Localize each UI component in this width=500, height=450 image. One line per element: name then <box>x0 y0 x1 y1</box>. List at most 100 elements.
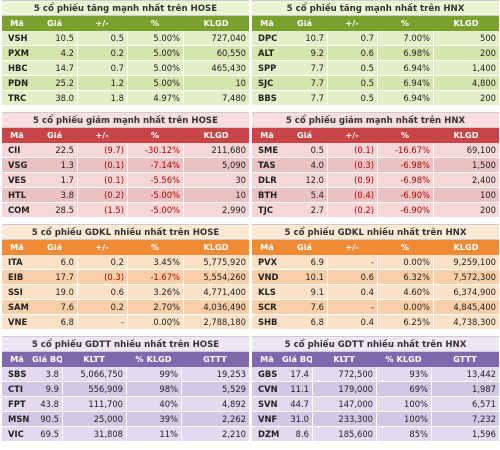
value-cell: 8.6 <box>295 429 309 439</box>
value-cell: (0.9) <box>327 173 377 187</box>
panel-hose-gain: 5 cổ phiếu tăng mạnh nhất trên HOSE Mã Giá… <box>2 0 249 106</box>
column-header: KLTT <box>83 354 105 364</box>
value-cell: 0.4 <box>327 285 377 299</box>
value-cell: 7,572,300 <box>433 270 499 284</box>
ticker-cell: VNE <box>8 317 28 327</box>
value-cell: 3.8 <box>45 369 59 379</box>
panel-title: 5 cổ phiếu GDTT nhiều nhất trên HOSE <box>2 336 249 352</box>
value-cell: -16.67% <box>377 143 433 157</box>
panel-title: 5 cổ phiếu GDKL nhiều nhất trên HOSE <box>2 224 249 240</box>
value-cell: 6.32% <box>377 270 433 284</box>
value-cell: 1.7 <box>60 175 74 185</box>
value-cell: 5,775,920 <box>183 255 249 269</box>
table-row: CTI 9.9 556,909 98% 5,529 <box>2 382 249 397</box>
value-cell: 500 <box>433 31 499 45</box>
value-cell: 2.70% <box>127 300 183 314</box>
table-row: PDN 25.2 1.2 5.00% 10 <box>2 76 249 91</box>
value-cell: 0.00% <box>377 255 433 269</box>
column-header: +/- <box>345 130 359 140</box>
table-row: VNE 6.8-0.00% 2,788,180 <box>2 315 249 330</box>
value-cell: 39% <box>126 412 181 426</box>
ticker-cell: SHB <box>258 317 278 327</box>
value-cell: 4,845,400 <box>433 300 499 314</box>
ticker-cell: HBC <box>8 63 28 73</box>
ticker-cell: VNF <box>258 414 278 424</box>
panel-hnx-gain: 5 cổ phiếu tăng mạnh nhất trên HNX Mã Giá +… <box>252 0 499 106</box>
value-cell: 6.9 <box>310 257 324 267</box>
value-cell: 0.7 <box>327 31 377 45</box>
column-header: % <box>150 242 160 252</box>
panel-hnx-volume: 5 cổ phiếu GDKL nhiều nhất trên HNX Mã Giá… <box>252 224 499 330</box>
value-cell: 6.25% <box>377 315 433 329</box>
value-cell: 28.5 <box>55 205 74 215</box>
ticker-cell: PXM <box>8 48 29 58</box>
column-header: Mã <box>10 354 24 364</box>
value-cell: 6,571 <box>431 397 499 411</box>
value-cell: 3.45% <box>127 255 183 269</box>
value-cell: 3.8 <box>60 190 74 200</box>
panel-hnx-loss: 5 cổ phiếu giảm mạnh nhất trên HNX Mã Giá +… <box>252 112 499 218</box>
value-cell: 1,596 <box>431 427 499 441</box>
table-row: SAM 7.6 0.2 2.70% 4,036,490 <box>2 300 249 315</box>
column-header: +/- <box>95 18 109 28</box>
value-cell: 85% <box>376 427 431 441</box>
value-cell: 100 <box>433 188 499 202</box>
value-cell: 7.7 <box>310 63 324 73</box>
value-cell: 5.00% <box>127 61 183 75</box>
column-header: +/- <box>345 242 359 252</box>
table-row: SJC 7.7 0.5 6.94% 4,800 <box>252 76 499 91</box>
value-cell: 4,771,400 <box>183 285 249 299</box>
ticker-cell: SPP <box>258 63 277 73</box>
table-row: HTL 3.8 (0.2) -5.00% 10 <box>2 188 249 203</box>
value-cell: (0.4) <box>327 188 377 202</box>
value-cell: 4,738,300 <box>433 315 499 329</box>
column-header: +/- <box>345 18 359 28</box>
value-cell: - <box>77 315 127 329</box>
table-row: TJC 2.7 (0.2) -6.90% 200 <box>252 203 499 218</box>
ticker-cell: DZM <box>258 429 280 439</box>
column-header: +/- <box>95 242 109 252</box>
value-cell: 0.6 <box>77 285 127 299</box>
table-row: SCR 7.6-0.00% 4,845,400 <box>252 300 499 315</box>
value-cell: 200 <box>433 46 499 60</box>
ticker-cell: VSH <box>8 33 28 43</box>
value-cell: 0.7 <box>77 61 127 75</box>
value-cell: 200 <box>433 91 499 105</box>
value-cell: 5.4 <box>310 190 324 200</box>
value-cell: 69,100 <box>433 143 499 157</box>
value-cell: 4.2 <box>60 48 74 58</box>
value-cell: 40% <box>126 397 181 411</box>
value-cell: 179,000 <box>312 382 376 396</box>
ticker-cell: BTH <box>258 190 278 200</box>
value-cell: 7.6 <box>60 302 74 312</box>
value-cell: 31.0 <box>290 414 309 424</box>
table-row: CII 22.5 (9.7) -30.12% 211,680 <box>2 143 249 158</box>
value-cell: 5,066,750 <box>62 367 126 381</box>
panel-hose-loss: 5 cổ phiếu giảm mạnh nhất trên HOSE Mã Giá… <box>2 112 249 218</box>
value-cell: 5.00% <box>127 76 183 90</box>
column-header: % KLGD <box>135 354 172 364</box>
value-cell: (1.5) <box>77 203 127 217</box>
ticker-cell: ITA <box>8 257 23 267</box>
ticker-cell: SJC <box>258 78 274 88</box>
column-header-row: Mã Giá +/-% KLGD <box>252 128 499 143</box>
value-cell: -5.00% <box>127 203 183 217</box>
value-cell: 1,500 <box>433 158 499 172</box>
column-header: Giá <box>296 130 313 140</box>
value-cell: (0.3) <box>77 270 127 284</box>
value-cell: (0.2) <box>77 188 127 202</box>
table-row: VIC 69.5 31,808 11% 2,210 <box>2 427 249 442</box>
column-header: Giá <box>46 242 63 252</box>
panel-title: 5 cổ phiếu giảm mạnh nhất trên HNX <box>252 112 499 128</box>
value-cell: 11% <box>126 427 181 441</box>
value-cell: 22.5 <box>55 145 74 155</box>
table-row: GBS 17.4 772,500 93% 13,442 <box>252 367 499 382</box>
value-cell: 10 <box>183 188 249 202</box>
value-cell: 25.2 <box>55 78 74 88</box>
value-cell: 5.00% <box>127 31 183 45</box>
value-cell: 1.3 <box>60 160 74 170</box>
ticker-cell: PVX <box>258 257 278 267</box>
value-cell: 100% <box>376 412 431 426</box>
value-cell: 4,800 <box>433 76 499 90</box>
value-cell: 11.1 <box>290 384 309 394</box>
